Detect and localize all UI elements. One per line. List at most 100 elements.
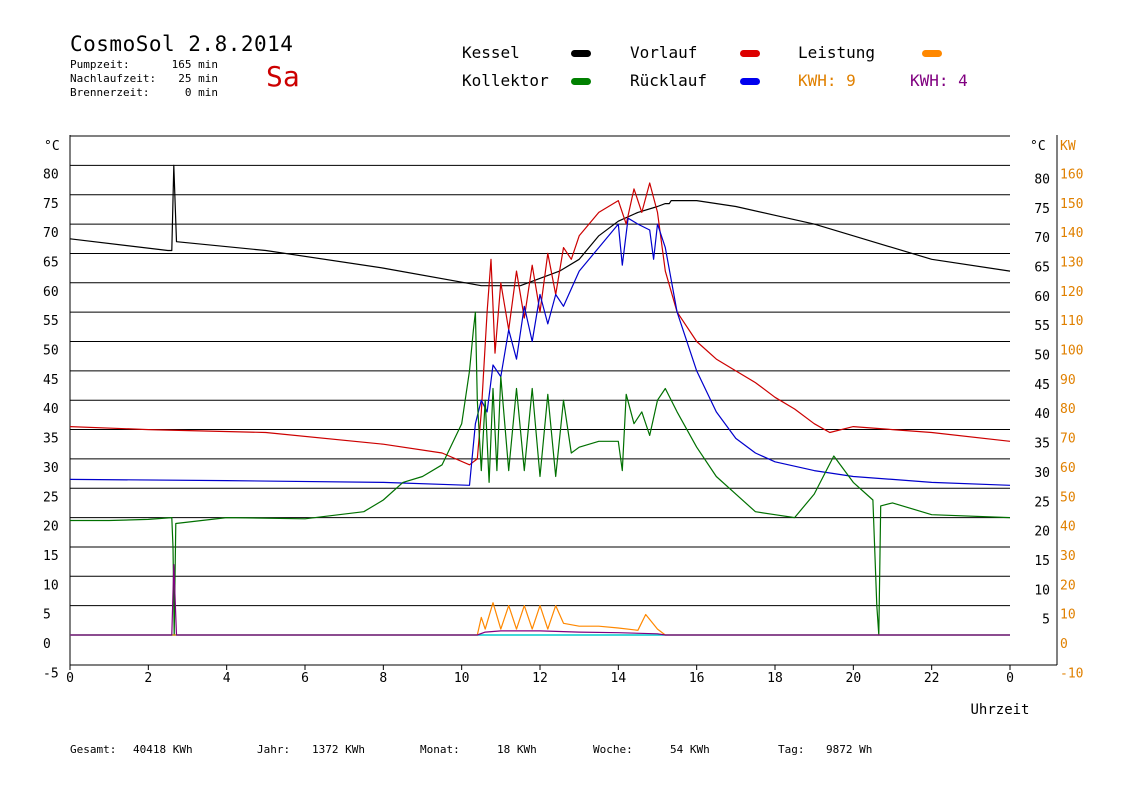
legend-vorlauf-label: Vorlauf <box>630 43 698 62</box>
y-tick-right: 30 <box>1034 466 1050 481</box>
y-tick-right: 10 <box>1034 583 1050 598</box>
y-tick-right2: 80 <box>1060 402 1076 417</box>
footer-monat-value: 18 KWh <box>497 743 537 756</box>
y-tick-right2: 90 <box>1060 373 1076 388</box>
y-tick-left: 10 <box>43 578 59 593</box>
y-tick-right: 45 <box>1034 378 1050 393</box>
legend-ruecklauf-label: Rücklauf <box>630 71 708 90</box>
y-tick-right: 75 <box>1034 202 1050 217</box>
y-tick-right: 35 <box>1034 437 1050 452</box>
legend-kessel-swatch <box>571 50 591 57</box>
x-tick-label: 12 <box>532 671 548 686</box>
stat-nachlaufzeit-value: 25 min <box>178 72 218 85</box>
y-tick-right2: 120 <box>1060 285 1083 300</box>
y-tick-right2: 100 <box>1060 344 1083 359</box>
y-tick-right2: 60 <box>1060 461 1076 476</box>
footer-gesamt-value: 40418 KWh <box>133 743 193 756</box>
series-line-1 <box>69 182 1011 466</box>
page-title: CosmoSol 2.8.2014 <box>70 32 294 56</box>
footer-tag-value: 9872 Wh <box>826 743 873 756</box>
y-tick-right: 55 <box>1034 319 1050 334</box>
y-tick-left: 30 <box>43 461 59 476</box>
legend-kollektor-label: Kollektor <box>462 71 549 90</box>
y-tick-right2: 70 <box>1060 432 1076 447</box>
y-tick-right: 65 <box>1034 260 1050 275</box>
y-tick-left: 75 <box>43 197 59 212</box>
y-tick-right: 60 <box>1034 290 1050 305</box>
y-axis-right2-unit: KW <box>1060 139 1076 154</box>
legend-vorlauf-swatch <box>740 50 760 57</box>
y-tick-left: 15 <box>43 549 59 564</box>
footer-jahr-value: 1372 KWh <box>312 743 365 756</box>
y-tick-left: -5 <box>43 666 59 681</box>
y-tick-right2: -10 <box>1060 666 1083 681</box>
footer-monat-label: Monat: <box>420 743 460 756</box>
footer-gesamt-label: Gesamt: <box>70 743 117 756</box>
y-tick-right2: 20 <box>1060 578 1076 593</box>
x-tick-label: 8 <box>379 671 387 686</box>
x-tick-label: 14 <box>611 671 627 686</box>
x-tick-label: 4 <box>223 671 231 686</box>
stat-brennerzeit-label: Brennerzeit: <box>70 86 150 99</box>
legend-kwh1-label: KWH: 9 <box>798 71 856 90</box>
legend-leistung-label: Leistung <box>798 43 876 62</box>
y-tick-left: 70 <box>43 226 59 241</box>
stat-pumpzeit-value: 165 min <box>171 58 218 71</box>
y-tick-left: 20 <box>43 520 59 535</box>
series-line-4 <box>70 602 1010 636</box>
y-tick-right: 25 <box>1034 495 1050 510</box>
stat-pumpzeit-label: Pumpzeit: <box>70 58 130 71</box>
x-tick-label: 20 <box>846 671 862 686</box>
y-tick-left: 35 <box>43 432 59 447</box>
x-tick-label: 16 <box>689 671 705 686</box>
y-tick-right2: 40 <box>1060 520 1076 535</box>
y-tick-left: 0 <box>43 637 51 652</box>
y-tick-left: 55 <box>43 314 59 329</box>
y-tick-right2: 160 <box>1060 167 1083 182</box>
footer-woche-label: Woche: <box>593 743 633 756</box>
series-line-0 <box>69 164 1011 287</box>
y-tick-right: 5 <box>1042 613 1050 628</box>
x-tick-label: 2 <box>144 671 152 686</box>
y-tick-right: 20 <box>1034 525 1050 540</box>
y-tick-right2: 110 <box>1060 314 1083 329</box>
y-tick-left: 40 <box>43 402 59 417</box>
footer-jahr-label: Jahr: <box>257 743 291 756</box>
y-tick-right: 70 <box>1034 231 1050 246</box>
y-tick-right: 80 <box>1034 172 1050 187</box>
x-tick-label: 6 <box>301 671 309 686</box>
legend-kollektor-swatch <box>571 78 591 85</box>
legend-ruecklauf-swatch <box>740 78 760 85</box>
y-tick-left: 65 <box>43 255 59 270</box>
stat-nachlaufzeit-label: Nachlaufzeit: <box>70 72 157 85</box>
x-axis-label: Uhrzeit <box>970 702 1029 718</box>
y-tick-right2: 150 <box>1060 197 1083 212</box>
x-tick-label: 10 <box>454 671 470 686</box>
legend-kessel-label: Kessel <box>462 43 520 62</box>
y-tick-right2: 0 <box>1060 637 1068 652</box>
footer-tag-label: Tag: <box>778 743 805 756</box>
y-tick-right: 15 <box>1034 554 1050 569</box>
y-tick-left: 5 <box>43 608 51 623</box>
y-tick-right: 50 <box>1034 349 1050 364</box>
x-tick-label: 18 <box>767 671 783 686</box>
legend-kwh2-label: KWH: 4 <box>910 71 968 90</box>
y-tick-right2: 50 <box>1060 490 1076 505</box>
series-line-5 <box>70 563 1010 636</box>
y-tick-left: 50 <box>43 344 59 359</box>
footer-woche-value: 54 KWh <box>670 743 710 756</box>
x-tick-label: 0 <box>66 671 74 686</box>
y-tick-left: 60 <box>43 285 59 300</box>
y-axis-left-unit: °C <box>44 139 60 154</box>
y-tick-left: 45 <box>43 373 59 388</box>
y-axis-right-unit: °C <box>1030 139 1046 154</box>
day-label: Sa <box>266 60 300 93</box>
y-tick-right2: 30 <box>1060 549 1076 564</box>
x-tick-label: 0 <box>1006 671 1014 686</box>
y-tick-left: 25 <box>43 490 59 505</box>
x-tick-label: 22 <box>924 671 940 686</box>
y-tick-left: 80 <box>43 167 59 182</box>
y-tick-right2: 140 <box>1060 226 1083 241</box>
series-line-2 <box>69 217 1011 486</box>
